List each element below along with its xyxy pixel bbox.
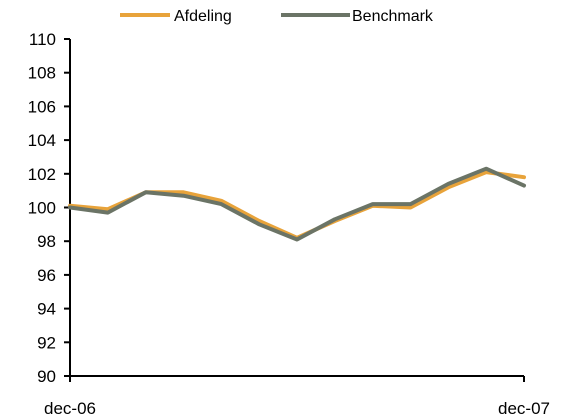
y-tick-label: 96 — [37, 266, 56, 285]
legend: Afdeling Benchmark — [120, 8, 434, 25]
series-line-benchmark — [68, 166, 526, 242]
y-tick-label: 94 — [37, 300, 56, 319]
series-layer — [68, 166, 526, 242]
y-tick-label: 108 — [28, 64, 56, 83]
y-tick-label: 90 — [37, 367, 56, 386]
x-tick-label: dec-07 — [498, 399, 550, 418]
y-tick-label: 98 — [37, 232, 56, 251]
legend-label-benchmark: Benchmark — [352, 8, 434, 25]
y-tick-label: 110 — [29, 30, 56, 49]
y-tick-label: 92 — [37, 333, 56, 352]
y-axis: 90 92 94 96 98 100 102 104 106 108 110 — [28, 30, 71, 386]
x-axis: dec-06 dec-07 — [44, 375, 550, 418]
x-tick-label: dec-06 — [44, 399, 96, 418]
y-tick-label: 104 — [28, 131, 56, 150]
legend-label-afdeling: Afdeling — [174, 8, 232, 25]
y-tick-label: 100 — [28, 199, 56, 218]
y-tick-label: 106 — [28, 97, 56, 116]
y-tick-label: 102 — [28, 165, 56, 184]
